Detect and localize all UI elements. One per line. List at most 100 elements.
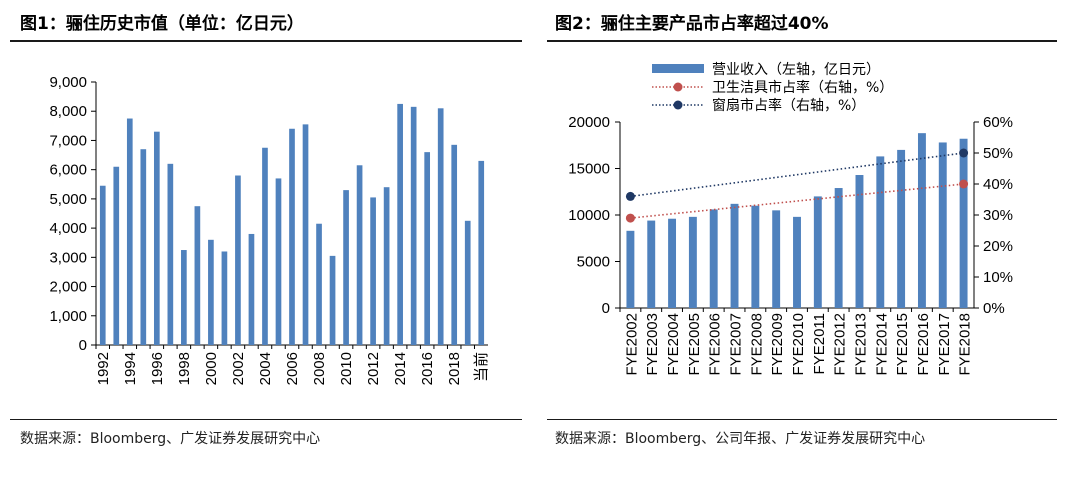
bar	[194, 206, 201, 345]
x-tick-label: 2006	[284, 352, 301, 385]
bar	[221, 251, 228, 345]
sanitary-share-line	[630, 183, 964, 219]
y-tick-label: 5,000	[49, 191, 87, 208]
x-tick-label: FYE2012	[832, 313, 849, 376]
revenue-bar	[688, 216, 697, 308]
revenue-bar	[897, 149, 906, 308]
right-y-tick-label: 60%	[983, 114, 1013, 131]
bar	[126, 118, 133, 346]
bar	[167, 163, 174, 345]
revenue-bar	[772, 210, 781, 308]
legend-label-sanitary: 卫生洁具市占率（右轴，%）	[712, 79, 893, 96]
x-tick-label: 2016	[419, 352, 436, 385]
revenue-bar	[709, 209, 718, 308]
right-y-tick-label: 0%	[983, 300, 1005, 317]
legend-marker-sanitary	[673, 82, 683, 92]
x-tick-label: FYE2004	[665, 313, 682, 376]
y-tick-label: 8,000	[49, 103, 87, 120]
x-tick-label: FYE2011	[811, 313, 828, 374]
right-y-tick-label: 10%	[983, 269, 1013, 286]
bar	[329, 255, 336, 345]
revenue-share-chart: 0 5000 10000 15000 20000 0% 10% 20% 30% 40% 50% 60%…	[568, 62, 1013, 376]
x-tick-label: 2010	[338, 352, 355, 385]
source-note-left: 数据来源：Bloomberg、广发证券发展研究中心	[20, 431, 321, 447]
revenue-bar	[626, 230, 635, 308]
chart-panel-left: 图1：骊住历史市值（单位：亿日元） 0 1,000 2,000 3,000 4,000 5…	[0, 0, 532, 481]
bar	[99, 185, 106, 345]
bar	[397, 103, 403, 346]
bar	[410, 106, 417, 345]
x-tick-label: FYE2010	[790, 313, 807, 376]
revenue-bar	[647, 220, 656, 308]
legend-label-revenue: 营业收入（左轴，亿日元）	[712, 62, 880, 78]
bar	[140, 149, 147, 345]
left-y-tick-label: 10000	[568, 207, 610, 224]
chart-title-right: 图2：骊住主要产品市占率超过40%	[555, 14, 829, 34]
bar	[478, 160, 485, 345]
x-tick-label: 1998	[176, 352, 193, 385]
market-cap-chart: 0 1,000 2,000 3,000 4,000 5,000 6,000 7,000 8,00…	[49, 74, 490, 385]
x-tick-label: FYE2005	[686, 313, 703, 376]
bar	[275, 178, 282, 345]
x-tick-label: 2004	[257, 352, 274, 385]
x-tick-label: 1992	[95, 352, 112, 385]
sanitary-share-point	[625, 213, 635, 223]
bar	[208, 239, 214, 345]
left-y-tick-label: 0	[602, 300, 610, 317]
x-tick-label: 1996	[149, 352, 166, 385]
bar	[437, 108, 444, 345]
y-tick-label: 3,000	[49, 249, 87, 266]
source-note-right: 数据来源：Bloomberg、公司年报、广发证券发展研究中心	[555, 431, 926, 447]
bar	[302, 124, 309, 345]
x-tick-label: FYE2013	[852, 313, 869, 376]
x-tick-label: FYE2016	[915, 313, 932, 376]
title-rule-left	[10, 40, 522, 42]
legend-label-sash: 窗扇市占率（右轴，%）	[712, 97, 865, 114]
bar	[383, 187, 390, 345]
x-tick-label: FYE2003	[644, 313, 661, 376]
bar	[464, 220, 471, 345]
chart-panel-right: 图2：骊住主要产品市占率超过40% 0 5000 10000 15000 20000 0%…	[547, 0, 1072, 481]
bar	[113, 166, 120, 345]
x-tick-label: 2014	[392, 352, 409, 385]
x-tick-label: FYE2017	[936, 313, 953, 376]
x-tick-label: 2008	[311, 352, 328, 385]
x-tick-label: FYE2015	[894, 313, 911, 376]
sanitary-share-point	[959, 179, 969, 189]
x-tick-label: 2002	[230, 352, 247, 385]
y-tick-label: 1,000	[49, 308, 87, 325]
revenue-bar	[793, 216, 801, 308]
y-tick-label: 9,000	[49, 74, 87, 91]
revenue-bar	[917, 133, 926, 308]
bar	[343, 190, 349, 345]
right-y-tick-label: 20%	[983, 238, 1013, 255]
revenue-bar	[876, 156, 885, 308]
bar	[181, 250, 187, 345]
right-y-tick-label: 50%	[983, 145, 1013, 162]
x-tick-label: 2012	[365, 352, 382, 385]
revenue-bar	[668, 218, 677, 308]
legend-swatch-revenue	[652, 64, 704, 73]
revenue-bar	[938, 142, 947, 308]
bar	[424, 152, 431, 345]
x-tick-label: FYE2007	[728, 313, 745, 376]
revenue-bar	[834, 188, 843, 308]
bar	[262, 147, 268, 345]
bar	[356, 165, 363, 345]
y-tick-label: 0	[79, 337, 87, 354]
x-tick-label: FYE2014	[873, 313, 890, 376]
revenue-bar	[751, 205, 760, 308]
left-y-tick-label: 15000	[568, 161, 610, 178]
bar	[289, 128, 295, 345]
y-tick-label: 7,000	[49, 132, 87, 149]
x-tick-label: FYE2002	[623, 313, 640, 376]
revenue-bar	[959, 138, 968, 308]
left-y-tick-label: 5000	[577, 254, 610, 271]
x-tick-label: FYE2008	[748, 313, 765, 376]
bar	[248, 233, 255, 345]
y-tick-label: 2,000	[49, 279, 87, 296]
right-y-tick-label: 30%	[983, 207, 1013, 224]
revenue-bar	[730, 203, 739, 308]
bar	[316, 223, 322, 345]
bar	[153, 131, 160, 345]
